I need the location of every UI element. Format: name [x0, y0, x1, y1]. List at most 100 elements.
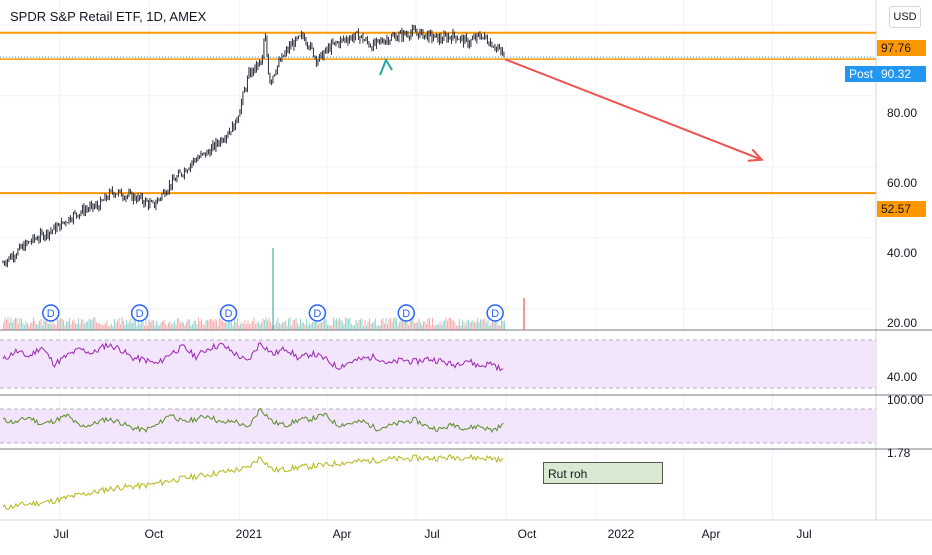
pane-label: 40.00 — [887, 370, 918, 384]
volume-bar — [193, 320, 195, 330]
volume-bar — [265, 317, 267, 330]
volume-bar — [395, 318, 398, 330]
volume-bar — [301, 323, 303, 330]
volume-bar — [485, 322, 488, 330]
volume-bar — [167, 323, 170, 330]
dividend-circle — [219, 304, 238, 322]
volume-bar — [179, 322, 182, 330]
volume-bar — [368, 318, 371, 330]
currency-selector[interactable]: USD — [889, 6, 921, 28]
volume-bar — [499, 325, 501, 330]
rsi-line — [2, 341, 504, 372]
post-market-price-tag: 90.32 — [877, 66, 926, 82]
volume-bar — [229, 317, 231, 330]
volume-bar — [472, 320, 474, 330]
volume-bar — [4, 317, 6, 330]
volume-bar — [377, 325, 380, 330]
volume-bar — [484, 318, 486, 330]
volume-bar — [317, 324, 320, 330]
volume-bar — [337, 320, 339, 330]
y-tick-label: 60.00 — [887, 176, 918, 190]
volume-bar — [115, 322, 117, 330]
volume-bar — [104, 323, 107, 330]
volume-bar — [412, 318, 414, 330]
volume-bar — [383, 323, 386, 330]
volume-bar — [146, 325, 149, 330]
volume-bar — [400, 318, 402, 330]
volume-bar — [16, 318, 18, 330]
volume-bar — [464, 325, 467, 330]
volume-bar — [77, 318, 80, 330]
volume-bar — [263, 320, 266, 330]
volume-bar — [239, 323, 242, 330]
volume-bar — [59, 318, 62, 330]
pane-label: 20.00 — [887, 316, 918, 330]
volume-bar — [34, 320, 36, 330]
volume-bar — [172, 323, 174, 330]
small-up-arrow — [379, 57, 393, 76]
volume-bar — [58, 320, 60, 330]
volume-bar — [422, 321, 425, 330]
dividend-marker: D — [397, 304, 416, 322]
volume-bar — [37, 324, 39, 330]
x-tick-label: Jul — [796, 527, 812, 541]
volume-bar — [233, 319, 236, 330]
volume-bar — [398, 321, 401, 330]
volume-bar — [466, 319, 468, 330]
volume-bar — [130, 318, 132, 330]
volume-bar — [409, 319, 411, 330]
volume-bar — [163, 319, 165, 330]
volume-bar — [226, 322, 228, 330]
volume-bar — [482, 319, 485, 330]
volume-bar — [349, 317, 351, 330]
volume-bar — [274, 324, 276, 330]
volume-bar — [289, 317, 291, 330]
volume-bar — [46, 317, 48, 330]
volume-bar — [224, 322, 227, 330]
volume-bar — [56, 317, 59, 330]
volume-bar — [196, 324, 198, 330]
volume-bar — [136, 325, 138, 330]
volume-bar — [41, 325, 44, 330]
volume-bar — [83, 323, 86, 330]
volume-bar — [407, 325, 410, 330]
volume-bar — [49, 317, 51, 330]
volume-bar — [202, 323, 204, 330]
volume-bar — [221, 320, 224, 330]
volume-bar — [118, 318, 120, 330]
volume-bar — [98, 323, 101, 330]
volume-bar — [305, 318, 308, 330]
volume-bar — [478, 322, 480, 330]
volume-bar — [362, 325, 365, 330]
volume-bar — [470, 321, 473, 330]
volume-bar — [299, 318, 302, 330]
volume-bar — [7, 317, 9, 330]
volume-bar — [311, 322, 314, 330]
x-tick-label: Oct — [144, 527, 164, 541]
annotation-note[interactable]: Rut roh — [543, 462, 663, 484]
volume-bar — [208, 320, 210, 330]
volume-bar — [191, 324, 194, 330]
volume-bar — [97, 323, 99, 330]
volume-bar — [328, 324, 330, 330]
dividend-circle — [308, 304, 327, 322]
volume-bar — [53, 324, 56, 330]
volume-bar — [256, 322, 258, 330]
indicator-panes — [0, 339, 876, 511]
volume-bar — [73, 319, 75, 330]
volume-bar — [29, 323, 32, 330]
volume-bar — [410, 318, 413, 330]
volume-bar — [278, 322, 281, 330]
volume-bar — [307, 325, 309, 330]
volume-bar — [128, 321, 131, 330]
volume-bar — [476, 317, 479, 330]
volume-bar — [457, 324, 459, 330]
volume-bar — [376, 325, 378, 330]
volume-bar — [479, 319, 482, 330]
volume-bar — [361, 318, 363, 330]
volume-bar — [94, 317, 96, 330]
volume-bar — [340, 320, 342, 330]
volume-bar — [463, 322, 465, 330]
volume-bar — [493, 320, 495, 330]
